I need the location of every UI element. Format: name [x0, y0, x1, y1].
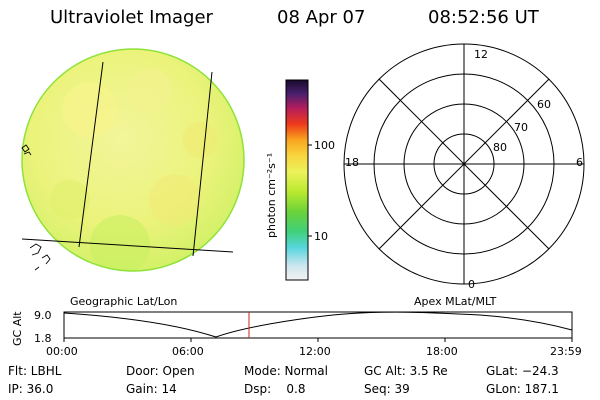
orbit-xtick-0600: 06:00: [172, 345, 204, 358]
mlt-label-12: 12: [474, 48, 488, 61]
orbit-xtick-1800: 18:00: [426, 345, 458, 358]
orbit-ytick-9: 9.0: [34, 309, 52, 322]
date-label: 08 Apr 07: [277, 7, 366, 28]
colorbar: [285, 79, 312, 281]
mlt-label-18: 18: [345, 156, 359, 169]
door-status: Door: Open: [126, 364, 195, 378]
orbit-ytick-1_8: 1.8: [34, 332, 52, 345]
polar-axis-diagonal: [378, 78, 550, 250]
orbit-plot: [63, 311, 573, 342]
meridian-line: [78, 61, 104, 248]
mode-status: Mode: Normal: [244, 364, 328, 378]
orbit-x-ticks: [63, 338, 573, 342]
meridian-line: [192, 71, 213, 257]
mlt-label-6: 6: [576, 156, 583, 169]
dsp-status: Dsp: 0.8: [244, 382, 306, 396]
mlt-label-0: 0: [468, 278, 475, 291]
disk-edge: [21, 48, 245, 272]
ip-status: IP: 36.0: [8, 382, 54, 396]
seq-status: Seq: 39: [364, 382, 410, 396]
orbit-left-title: Geographic Lat/Lon: [70, 295, 178, 308]
coastline-fragments: [21, 144, 51, 271]
mlat-label-60: 60: [537, 98, 551, 111]
orbit-ylabel: GC Alt: [11, 311, 24, 346]
colorbar-unit-label: photon cm⁻²s⁻¹: [265, 152, 278, 238]
orbit-xtick-1200: 12:00: [299, 345, 331, 358]
polar-mlt-plot: [343, 43, 585, 285]
glat-status: GLat: −24.3: [486, 364, 559, 378]
uv-image-disk: [21, 48, 245, 272]
time-label: 08:52:56 UT: [428, 7, 539, 28]
orbit-altitude-curve: [63, 311, 573, 338]
filter-status: Flt: LBHL: [8, 364, 62, 378]
colorbar-scale: [285, 79, 309, 281]
orbit-right-title: Apex MLat/MLT: [414, 295, 497, 308]
glon-status: GLon: 187.1: [486, 382, 559, 396]
parallel-line: [21, 238, 234, 253]
mlat-label-70: 70: [514, 121, 528, 134]
gc-alt-status: GC Alt: 3.5 Re: [364, 364, 448, 378]
colorbar-tick-10: 10: [314, 230, 328, 243]
gain-status: Gain: 14: [126, 382, 177, 396]
orbit-xtick-2359: 23:59: [550, 345, 582, 358]
mlat-label-80: 80: [493, 141, 507, 154]
instrument-title: Ultraviolet Imager: [50, 7, 213, 28]
colorbar-tick-100: 100: [314, 139, 335, 152]
orbit-xtick-0000: 00:00: [46, 345, 78, 358]
